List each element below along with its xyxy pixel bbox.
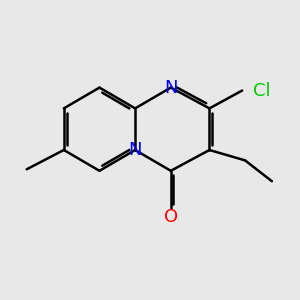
- Text: N: N: [128, 141, 142, 159]
- Text: O: O: [164, 208, 178, 226]
- Text: N: N: [164, 79, 178, 97]
- Text: Cl: Cl: [253, 82, 270, 100]
